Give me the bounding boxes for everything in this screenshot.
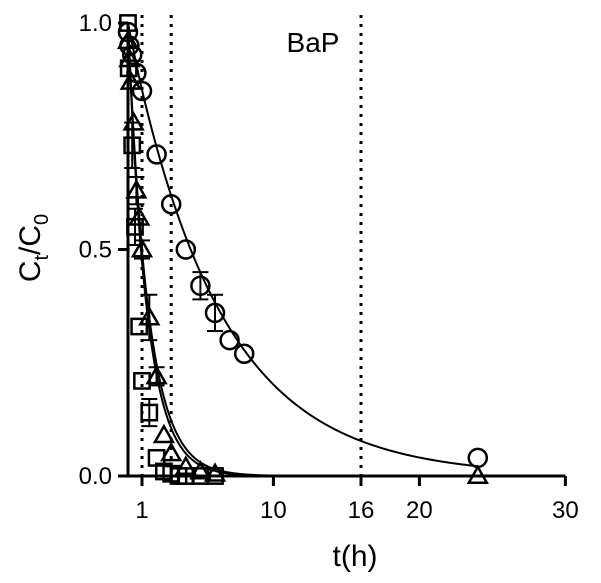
point-circle <box>160 193 182 215</box>
point-triangle <box>203 462 227 482</box>
point-square <box>133 371 151 390</box>
y-tick-label: 0.5 <box>79 237 112 264</box>
y-axis-title-sub1: t <box>31 255 53 261</box>
point-triangle <box>152 423 176 444</box>
data-points <box>116 14 489 485</box>
point-triangle <box>119 70 142 90</box>
point-square <box>126 217 144 236</box>
y-axis-title-main: C <box>14 261 47 283</box>
point-circle <box>146 144 167 165</box>
y-axis-title-sub2: 0 <box>31 214 53 225</box>
point-triangle <box>128 206 151 226</box>
x-tick-label: 16 <box>348 497 375 524</box>
point-square <box>123 136 142 155</box>
point-circle <box>233 343 255 364</box>
point-circle <box>219 329 240 351</box>
x-axis-title: t(h) <box>333 540 378 573</box>
point-circle <box>467 447 489 469</box>
point-circle <box>190 275 211 296</box>
point-circle <box>204 302 226 324</box>
point-square <box>140 403 159 422</box>
x-tick-label: 20 <box>406 497 433 524</box>
point-triangle <box>130 237 154 258</box>
x-tick-label: 1 <box>135 497 148 524</box>
x-tick-label: 30 <box>552 497 579 524</box>
tick-labels: 0.0 0.5 1.0 1 10 16 20 30 <box>79 10 579 524</box>
y-tick-label: 0.0 <box>79 463 112 490</box>
reference-lines <box>140 15 363 476</box>
point-triangle <box>189 459 212 480</box>
point-circle <box>175 239 197 260</box>
y-axis-title: Ct/C0 <box>14 214 53 282</box>
y-axis-title-mid: /C <box>14 225 47 255</box>
annotation-label: BaP <box>287 27 340 58</box>
point-triangle <box>125 179 148 199</box>
fit-curve-circle <box>127 22 478 468</box>
point-square <box>130 317 149 336</box>
y-tick-label: 1.0 <box>79 10 112 37</box>
axes <box>118 21 567 486</box>
point-triangle <box>145 364 168 385</box>
point-circle <box>131 80 153 102</box>
x-tick-label: 10 <box>260 497 287 524</box>
point-triangle <box>138 305 161 326</box>
point-triangle <box>160 441 183 462</box>
